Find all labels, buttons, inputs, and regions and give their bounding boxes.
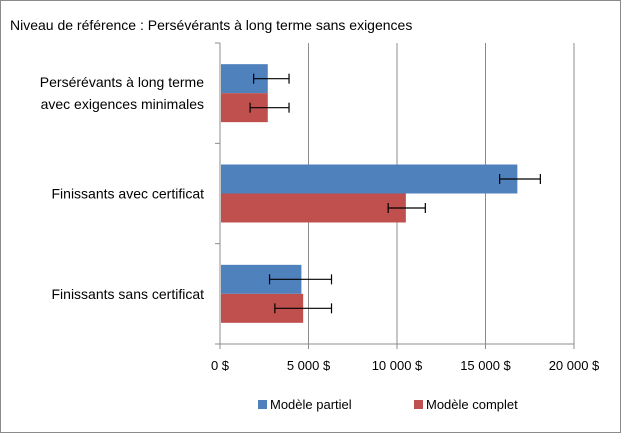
bar-group bbox=[221, 64, 518, 323]
category-label: avec exigences minimales bbox=[41, 96, 204, 112]
axes bbox=[215, 42, 575, 349]
x-tick-label: 20 000 $ bbox=[549, 358, 600, 373]
bar bbox=[221, 164, 518, 194]
error-bar-group bbox=[249, 73, 541, 314]
category-label: Finissants sans certificat bbox=[52, 286, 205, 302]
category-label: Finissants avec certificat bbox=[52, 186, 205, 202]
legend-label: Modèle partiel bbox=[270, 397, 352, 412]
category-labels: Persérévants à long terme avec exigences … bbox=[40, 74, 204, 302]
x-tick-label: 15 000 $ bbox=[460, 358, 511, 373]
legend-swatch bbox=[258, 400, 267, 409]
x-tick-label: 5 000 $ bbox=[287, 358, 331, 373]
chart-title: Niveau de référence : Persévérants à lon… bbox=[10, 17, 412, 33]
legend: Modèle partiel Modèle complet bbox=[258, 397, 518, 412]
x-tick-label: 0 $ bbox=[211, 358, 230, 373]
category-label: Persérévants à long terme bbox=[40, 74, 204, 90]
x-tick-label: 10 000 $ bbox=[372, 358, 423, 373]
bar bbox=[221, 193, 406, 223]
x-tick-labels: 0 $ 5 000 $ 10 000 $ 15 000 $ 20 000 $ bbox=[211, 358, 600, 373]
legend-label: Modèle complet bbox=[426, 397, 518, 412]
legend-swatch bbox=[414, 400, 423, 409]
